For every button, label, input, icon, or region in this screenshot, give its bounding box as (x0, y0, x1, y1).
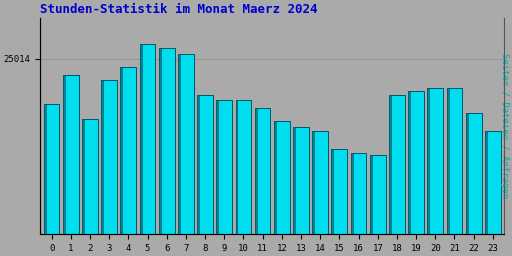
Bar (274, 121, 276, 234)
Bar (389, 95, 391, 234)
Bar (140, 44, 141, 234)
Bar (312, 132, 314, 234)
Bar (485, 132, 501, 234)
Bar (44, 104, 46, 234)
Bar (389, 95, 405, 234)
Bar (82, 119, 84, 234)
Bar (408, 91, 424, 234)
Bar (293, 127, 295, 234)
Bar (63, 75, 65, 234)
Bar (446, 88, 449, 234)
Bar (351, 153, 367, 234)
Bar (120, 67, 136, 234)
Bar (101, 80, 117, 234)
Bar (197, 95, 199, 234)
Bar (197, 95, 213, 234)
Bar (63, 75, 79, 234)
Bar (236, 100, 251, 234)
Bar (217, 100, 218, 234)
Bar (274, 121, 290, 234)
Bar (101, 80, 103, 234)
Bar (82, 119, 98, 234)
Bar (408, 91, 410, 234)
Y-axis label: Seiten / Dateien / Anfragen: Seiten / Dateien / Anfragen (500, 53, 508, 198)
Text: Stunden-Statistik im Monat Maerz 2024: Stunden-Statistik im Monat Maerz 2024 (40, 4, 317, 16)
Bar (178, 54, 194, 234)
Bar (217, 100, 232, 234)
Bar (44, 104, 59, 234)
Bar (140, 44, 155, 234)
Bar (446, 88, 462, 234)
Bar (351, 153, 353, 234)
Bar (159, 48, 175, 234)
Bar (312, 132, 328, 234)
Bar (255, 109, 257, 234)
Bar (331, 149, 347, 234)
Bar (466, 113, 481, 234)
Bar (370, 155, 386, 234)
Bar (159, 48, 161, 234)
Bar (255, 109, 270, 234)
Bar (120, 67, 122, 234)
Bar (331, 149, 333, 234)
Bar (485, 132, 487, 234)
Bar (236, 100, 238, 234)
Bar (293, 127, 309, 234)
Bar (370, 155, 372, 234)
Bar (178, 54, 180, 234)
Bar (466, 113, 468, 234)
Bar (428, 88, 443, 234)
Bar (428, 88, 430, 234)
